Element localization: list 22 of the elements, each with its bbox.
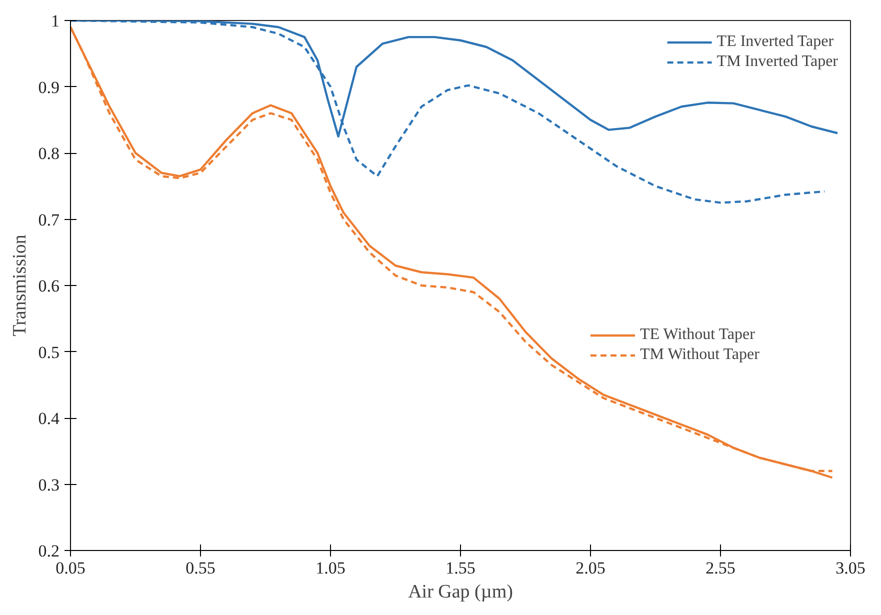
y-tick-label: 1 <box>51 12 60 30</box>
x-tick-label: 3.05 <box>836 558 866 578</box>
y-tick-label: 0.3 <box>38 475 60 494</box>
legend-label: TM Inverted Taper <box>716 53 838 71</box>
y-tick-label: 0.6 <box>38 276 60 296</box>
y-tick-label: 0.5 <box>38 342 60 362</box>
x-tick-label: 0.05 <box>56 558 86 578</box>
x-axis-title: Air Gap (µm) <box>408 582 513 602</box>
y-tick-label: 0.9 <box>38 78 60 97</box>
legend-label: TM Without Taper <box>640 346 760 364</box>
y-tick-label: 0.4 <box>38 409 60 428</box>
x-tick-label: 0.55 <box>186 558 216 578</box>
x-tick-label: 2.55 <box>706 558 736 578</box>
y-tick-label: 0.8 <box>38 144 60 163</box>
x-tick-label: 1.55 <box>446 558 476 578</box>
legend-label: TE Without Taper <box>640 326 755 344</box>
y-tick-label: 0.7 <box>38 210 60 230</box>
x-tick-label: 2.05 <box>576 558 606 578</box>
y-tick-label: 0.2 <box>38 542 60 560</box>
y-axis-title: Transmission <box>9 234 30 336</box>
x-tick-label: 1.05 <box>316 558 346 578</box>
legend-label: TE Inverted Taper <box>716 33 834 51</box>
